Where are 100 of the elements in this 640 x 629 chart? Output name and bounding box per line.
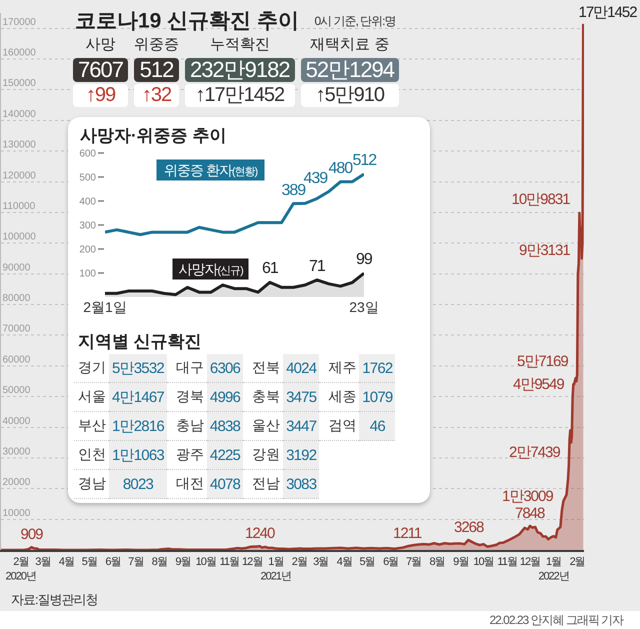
x-tick-label: 10월 (473, 556, 494, 568)
data-label: 1211 (393, 525, 422, 542)
category-label: 전남 (243, 470, 284, 498)
y-tick-label: 20000 (2, 477, 31, 488)
x-tick-label: 12월 (520, 556, 540, 568)
x-tick-label: 6월 (383, 556, 398, 568)
y-tick-label: 130000 (2, 140, 36, 151)
x-tick-label: 9월 (453, 556, 468, 568)
category-label: 경북 (166, 382, 207, 412)
annotation: 232만9182 (184, 57, 295, 82)
annotation: 4024 (283, 354, 320, 382)
data-label: 439 (304, 170, 328, 187)
x-tick-label: 8월 (152, 556, 167, 568)
series-label: 사망자(신규) (178, 261, 244, 277)
annotation: 1079 (359, 382, 396, 412)
category-label: 세종 (319, 382, 360, 412)
x-tick-label: 11월 (220, 556, 240, 568)
annotation: 4225 (206, 440, 244, 470)
y-tick-label: 70000 (2, 324, 31, 335)
y-tick-label: 40000 (2, 416, 31, 427)
category-label: 부산 (74, 412, 109, 440)
annotation: ↑99 (73, 84, 128, 107)
annotation: 6306 (206, 354, 244, 382)
x-tick-label: 5월 (82, 556, 97, 568)
x-tick-label: 3월 (313, 556, 328, 568)
text: 22.02.23 안지혜 그래픽 기자 (490, 613, 624, 627)
y-tick-label: 140000 (2, 108, 36, 120)
y-tick-label: 60000 (2, 354, 31, 366)
annotation: ↑17만1452 (184, 84, 295, 107)
y-tick-label: 200 (79, 244, 96, 256)
annotation: ↑32 (134, 84, 179, 107)
annotation: 4838 (206, 412, 244, 440)
data-label: 512 (352, 152, 378, 169)
annotation: 1만2816 (109, 412, 167, 440)
text: 위중증 환자(현황) (164, 162, 258, 178)
category-label: 충북 (243, 382, 284, 412)
category-label: 경남 (74, 470, 109, 498)
x-tick-label: 7월 (128, 556, 144, 568)
category-label: 제주 (319, 354, 360, 382)
y-tick-label: 10000 (2, 508, 31, 519)
x-tick-label: 2월 (570, 556, 585, 568)
annotation: 8023 (109, 470, 167, 498)
category-label: 위중증 (134, 36, 179, 54)
chart-title: 코로나19 신규확진 추이 (75, 9, 300, 32)
data-label: 480 (328, 160, 354, 177)
x-tick-label: 12월 (242, 556, 262, 568)
annotation: 3447 (283, 412, 320, 440)
annotation: 2만7439 (509, 444, 560, 461)
category-label: 서울 (74, 382, 109, 412)
x-tick-label: 2월1일 (83, 299, 127, 315)
annotation: 4만9549 (513, 376, 564, 393)
annotation: 512 (134, 57, 179, 82)
annotation: 10만9831 (512, 191, 570, 208)
y-tick-label: 120000 (2, 170, 36, 182)
y-tick-label: 400 (79, 196, 96, 208)
data-label: 71 (309, 258, 326, 275)
category-label: 전북 (243, 354, 284, 382)
y-tick-label: 160000 (2, 48, 36, 59)
category-label: 재택치료 중 (309, 36, 390, 54)
annotation: 4만1467 (109, 382, 167, 412)
annotation: 4078 (206, 470, 244, 498)
category-label: 인천 (74, 440, 109, 470)
annotation: 9만3131 (519, 242, 570, 259)
y-tick-label: 300 (79, 220, 96, 232)
x-tick-label: 11월 (497, 556, 517, 568)
x-tick-label: 7월 (406, 556, 422, 568)
x-tick-label: 4월 (336, 556, 352, 568)
y-tick-label: 90000 (2, 262, 31, 274)
x-tick-label: 10월 (196, 556, 216, 568)
y-tick-label: 100 (79, 268, 96, 280)
category-label: 대전 (166, 470, 207, 498)
text: 지역별 신규확진 (78, 332, 202, 352)
y-tick-label: 170000 (2, 16, 36, 28)
y-tick-label: 150000 (2, 78, 36, 90)
x-tick-label: 3월 (35, 556, 50, 568)
x-tick-label: 9월 (175, 556, 190, 568)
annotation: 46 (359, 412, 396, 440)
annotation: 4996 (206, 382, 244, 412)
data-label: 3268 (454, 519, 484, 536)
category-label: 경기 (74, 354, 109, 382)
text: 자료:질병관리청 (11, 592, 98, 607)
x-tick-label: 4월 (58, 556, 74, 568)
annotation: 5만7169 (517, 353, 568, 370)
x-tick-label: 2월 (292, 556, 307, 568)
y-tick-label: 500 (79, 172, 96, 184)
data-label: 99 (356, 251, 373, 268)
data-label: 389 (282, 182, 306, 199)
x-tick-label: 8월 (430, 556, 445, 568)
category-label: 울산 (243, 412, 284, 440)
category-label: 사망 (84, 36, 116, 54)
category-label: 강원 (243, 440, 284, 470)
annotation: 3192 (283, 440, 320, 470)
category-label: 충남 (166, 412, 207, 440)
data-label: 1240 (245, 525, 276, 542)
annotation: 7607 (73, 57, 128, 82)
x-tick-label: 23일 (349, 299, 379, 315)
category-label: 검역 (319, 412, 360, 440)
y-tick-label: 600 (79, 148, 96, 160)
y-tick-label: 50000 (2, 385, 31, 396)
annotation: 1만3009 (502, 488, 554, 505)
